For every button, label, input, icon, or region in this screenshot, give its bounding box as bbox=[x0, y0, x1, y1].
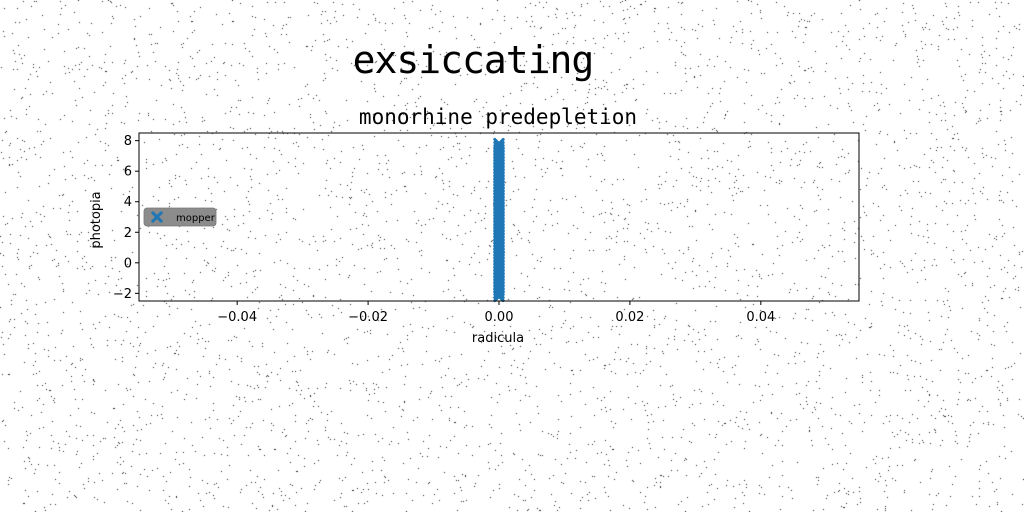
data-point bbox=[493, 141, 505, 153]
y-tick-label: 0 bbox=[124, 256, 132, 271]
x-axis-label: radicula bbox=[472, 331, 524, 346]
figure-suptitle: exsiccating bbox=[352, 38, 595, 82]
y-tick-label: 2 bbox=[124, 226, 132, 241]
y-tick-label: −2 bbox=[113, 287, 132, 302]
x-tick-label: 0.04 bbox=[746, 310, 775, 325]
legend-marker-icon bbox=[151, 211, 163, 223]
chart-title: monorhine predepletion bbox=[359, 105, 637, 129]
x-tick-label: −0.04 bbox=[217, 310, 257, 325]
y-tick-label: 6 bbox=[124, 165, 132, 180]
y-axis-label: photopia bbox=[89, 191, 104, 248]
y-tick-label: 4 bbox=[124, 195, 132, 210]
x-tick-label: −0.02 bbox=[348, 310, 388, 325]
data-point bbox=[493, 137, 505, 150]
y-tick-label: 8 bbox=[124, 134, 132, 149]
legend: mopper bbox=[143, 207, 217, 227]
legend-label: mopper bbox=[176, 213, 216, 224]
x-tick-label: 0.02 bbox=[615, 310, 644, 325]
x-tick-label: 0.00 bbox=[485, 310, 514, 325]
